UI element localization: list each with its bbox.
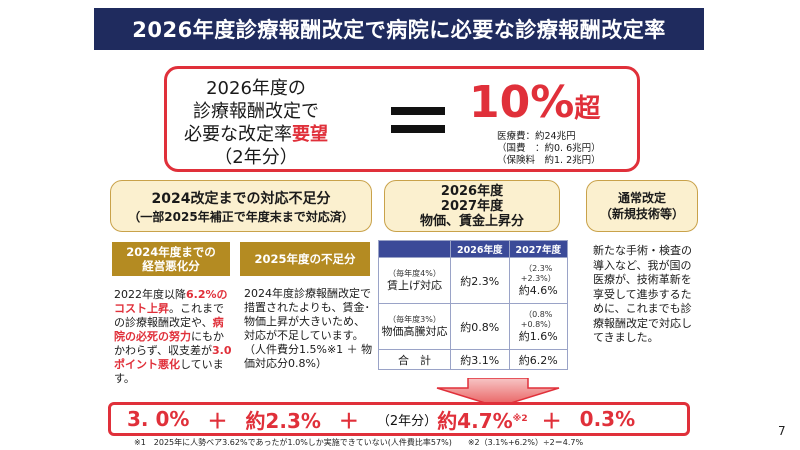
normal-revision-heading-box: 通常改定 （新規技術等） — [586, 180, 698, 232]
equals-sign-icon — [391, 107, 445, 135]
price-wage-table: 2026年度 2027年度 （毎年度4%） 賃上げ対応 約2.3% （2.3% +2… — [378, 240, 568, 370]
fy2025-shortfall-label: 2025年度の不足分 — [240, 242, 370, 276]
normal-revision-text: 新たな手術・検査の導入など、我が国の医療が、技術革新を享受して進歩するために、こ… — [593, 244, 692, 344]
footnote: ※1 2025年に人勢ベア3.62%であったが1.0%しか実施できていない(人件… — [134, 438, 584, 447]
requested-rate-label: 2026年度の 診療報酬改定で 必要な改定率要望 （2年分） — [184, 78, 328, 168]
page-number: 7 — [778, 424, 786, 438]
requested-rate-box: 2026年度の 診療報酬改定で 必要な改定率要望 （2年分） 10%超 医療費：… — [164, 66, 640, 172]
table-row: （毎年度4%） 賃上げ対応 約2.3% （2.3% +2.3%） 約4.6% — [378, 257, 568, 304]
table-total-row: 合 計 約3.1% 約6.2% — [378, 349, 568, 370]
table-header-row: 2026年度 2027年度 — [378, 240, 568, 258]
down-arrow-icon — [436, 378, 560, 408]
total-rate-formula: 3. 0% ＋ 約2.3% ＋ （2年分） 約4.7% ※2 ＋ 0.3% — [127, 407, 636, 433]
price-wage-heading-box: 2026年度 2027年度 物価、賃金上昇分 — [384, 180, 560, 232]
table-row: （毎年度3%） 物価高騰対応 約0.8% （0.8% +0.8%） 約1.6% — [378, 303, 568, 350]
page-title: 2026年度診療報酬改定で病院に必要な診療報酬改定率 — [94, 8, 704, 50]
medical-cost-breakdown: 医療費：約24兆円 （国費 ：約0. 6兆円） （保険料 約1. 2兆円） — [497, 131, 601, 166]
requested-rate-value: 10%超 — [469, 77, 601, 128]
shortfall-heading-box: 2024改定までの対応不足分 （一部2025年補正で年度末まで対応済） — [110, 180, 372, 232]
fy2025-shortfall-text: 2024年度診療報酬改定で措置されたよりも、賃金･物価上昇が大きいため、対応が不… — [244, 287, 373, 370]
total-rate-box: 3. 0% ＋ 約2.3% ＋ （2年分） 約4.7% ※2 ＋ 0.3% — [108, 402, 690, 436]
deterioration-label: 2024年度までの 経営悪化分 — [112, 242, 230, 276]
deterioration-text: 2022年度以降6.2%のコスト上昇。これまでの診療報酬改定や、病院の必死の努力… — [114, 288, 232, 385]
